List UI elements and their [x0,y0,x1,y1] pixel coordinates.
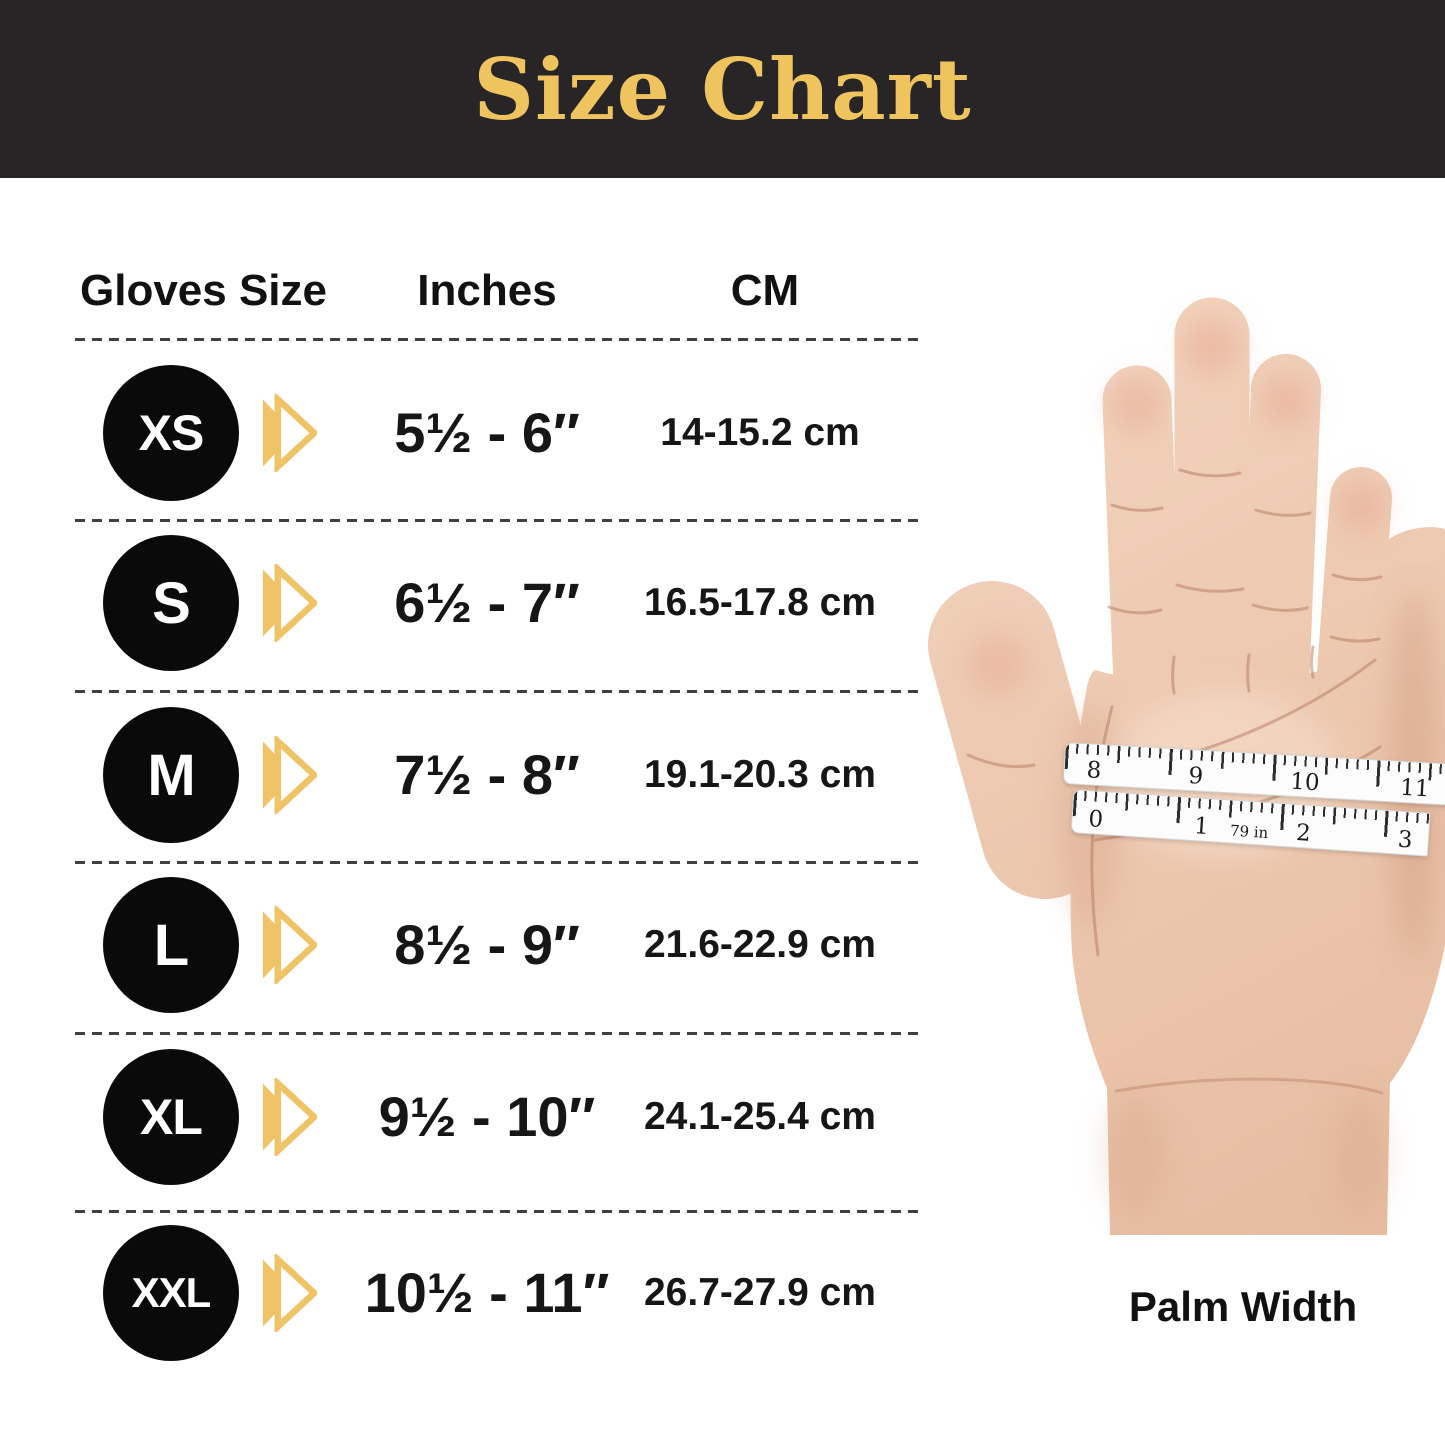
column-header-inches: Inches [417,266,557,315]
table-row: M 7½ - 8″ 19.1-20.3 cm [75,707,925,843]
dashed-divider [75,1032,925,1035]
tape-number: 9 [1187,762,1204,790]
cm-value: 14-15.2 cm [660,411,860,454]
size-badge-label: S [152,570,191,636]
inches-value: 6½ - 7″ [394,571,580,634]
cm-value: 19.1-20.3 cm [643,753,876,796]
double-arrow-icon [262,394,317,472]
tape-number: 11 [1399,774,1431,803]
column-header-gloves-size: Gloves Size [80,266,328,315]
tape-number: 3 [1396,826,1414,854]
cm-value: 16.5-17.8 cm [643,581,876,624]
tape-number: 8 [1085,757,1102,785]
tape-number: 1 [1193,813,1210,841]
inches-value: 5½ - 6″ [394,401,580,464]
dashed-divider [75,519,925,522]
dashed-divider [75,338,925,341]
dashed-divider [75,1210,925,1213]
size-badge: XL [103,1049,239,1185]
size-badge-label: XXL [131,1269,212,1316]
page-title: Size Chart [473,39,972,139]
inches-value: 10½ - 11″ [364,1261,610,1324]
cm-value: 26.7-27.9 cm [643,1271,876,1314]
table-row: L 8½ - 9″ 21.6-22.9 cm [75,877,925,1013]
double-arrow-icon [262,1254,317,1332]
inches-value: 9½ - 10″ [378,1085,596,1148]
double-arrow-icon [262,1078,317,1156]
palm-width-caption: Palm Width [1128,1283,1358,1330]
table-row: XS 5½ - 6″ 14-15.2 cm [75,365,925,501]
dashed-divider [75,861,925,864]
header-bar: Size Chart [0,0,1445,178]
inches-value: 8½ - 9″ [394,913,580,976]
table-row: XL 9½ - 10″ 24.1-25.4 cm [75,1049,925,1185]
table-row: S 6½ - 7″ 16.5-17.8 cm [75,535,925,671]
column-header-cm: CM [730,266,800,315]
size-badge: XXL [103,1225,239,1361]
size-badge-label: L [153,912,189,978]
size-badge: S [103,535,239,671]
size-badge-label: XS [138,405,205,461]
size-badge: XS [103,365,239,501]
cm-value: 21.6-22.9 cm [643,923,876,966]
dashed-divider [75,690,925,693]
tape-unit-label: 79 in [1229,821,1269,843]
size-badge: M [103,707,239,843]
size-badge-label: XL [140,1089,203,1145]
double-arrow-icon [262,564,317,642]
inches-value: 7½ - 8″ [394,743,580,806]
double-arrow-icon [262,736,317,814]
tape-number: 0 [1087,806,1104,834]
double-arrow-icon [262,906,317,984]
cm-value: 24.1-25.4 cm [643,1095,876,1138]
tape-number: 2 [1295,819,1312,847]
size-badge-label: M [147,742,195,808]
tape-number: 10 [1289,768,1321,797]
size-badge: L [103,877,239,1013]
table-row: XXL 10½ - 11″ 26.7-27.9 cm [75,1225,925,1361]
